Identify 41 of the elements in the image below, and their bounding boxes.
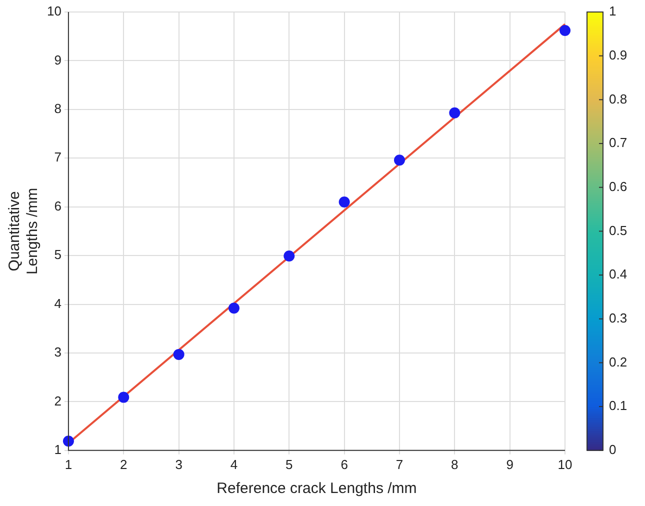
color-bar-label: 0.9 (609, 47, 628, 62)
x-tick-label: 1 (64, 456, 72, 472)
point (284, 250, 295, 262)
point (338, 196, 350, 208)
color-bar-label: 0.4 (609, 266, 628, 282)
point (118, 392, 130, 403)
x-tick-label: 9 (506, 456, 514, 472)
point (228, 302, 240, 314)
y-tick-label: 8 (54, 101, 62, 116)
color-bar-label: 0.5 (609, 222, 628, 238)
x-tick-label: 6 (340, 456, 348, 472)
x-tick-label: 10 (558, 456, 572, 472)
y-tick-label: 1 (54, 442, 62, 457)
y-tick-label: 10 (46, 4, 62, 19)
x-tick-label: 7 (396, 456, 404, 472)
color-bar-label: 0.1 (609, 398, 628, 414)
color-bar-label: 0.8 (609, 91, 628, 106)
x-tick-label: 8 (451, 456, 458, 472)
y-tick-label: 7 (54, 150, 62, 165)
point (394, 154, 405, 166)
x-tick-label: 3 (175, 456, 182, 472)
y-tick-label: 3 (54, 344, 62, 360)
point (173, 348, 184, 360)
x-tick-label: 4 (230, 456, 238, 472)
y-tick-label: 5 (54, 247, 62, 262)
color-bar-label: 1 (609, 4, 616, 19)
y-tick-label: 6 (54, 198, 62, 214)
color-bar-label: 0.3 (609, 310, 628, 326)
y-tick-label: 9 (54, 52, 62, 68)
x-tick-label: 2 (120, 456, 128, 472)
color-bar-label: 0.2 (609, 354, 628, 370)
point (560, 25, 570, 36)
y-tick-label: 4 (54, 296, 62, 311)
color-bar-label: 0 (609, 442, 616, 457)
point (449, 107, 460, 118)
x-axis-title: Reference crack Lengths /mm (216, 480, 417, 498)
y-axis-title: Quantitative Lengths /mm (6, 188, 42, 275)
y-tick-label: 2 (54, 393, 62, 408)
x-tick-label: 5 (286, 456, 293, 472)
color-bar-label: 0.7 (609, 135, 628, 150)
color-bar-label: 0.6 (609, 178, 628, 194)
